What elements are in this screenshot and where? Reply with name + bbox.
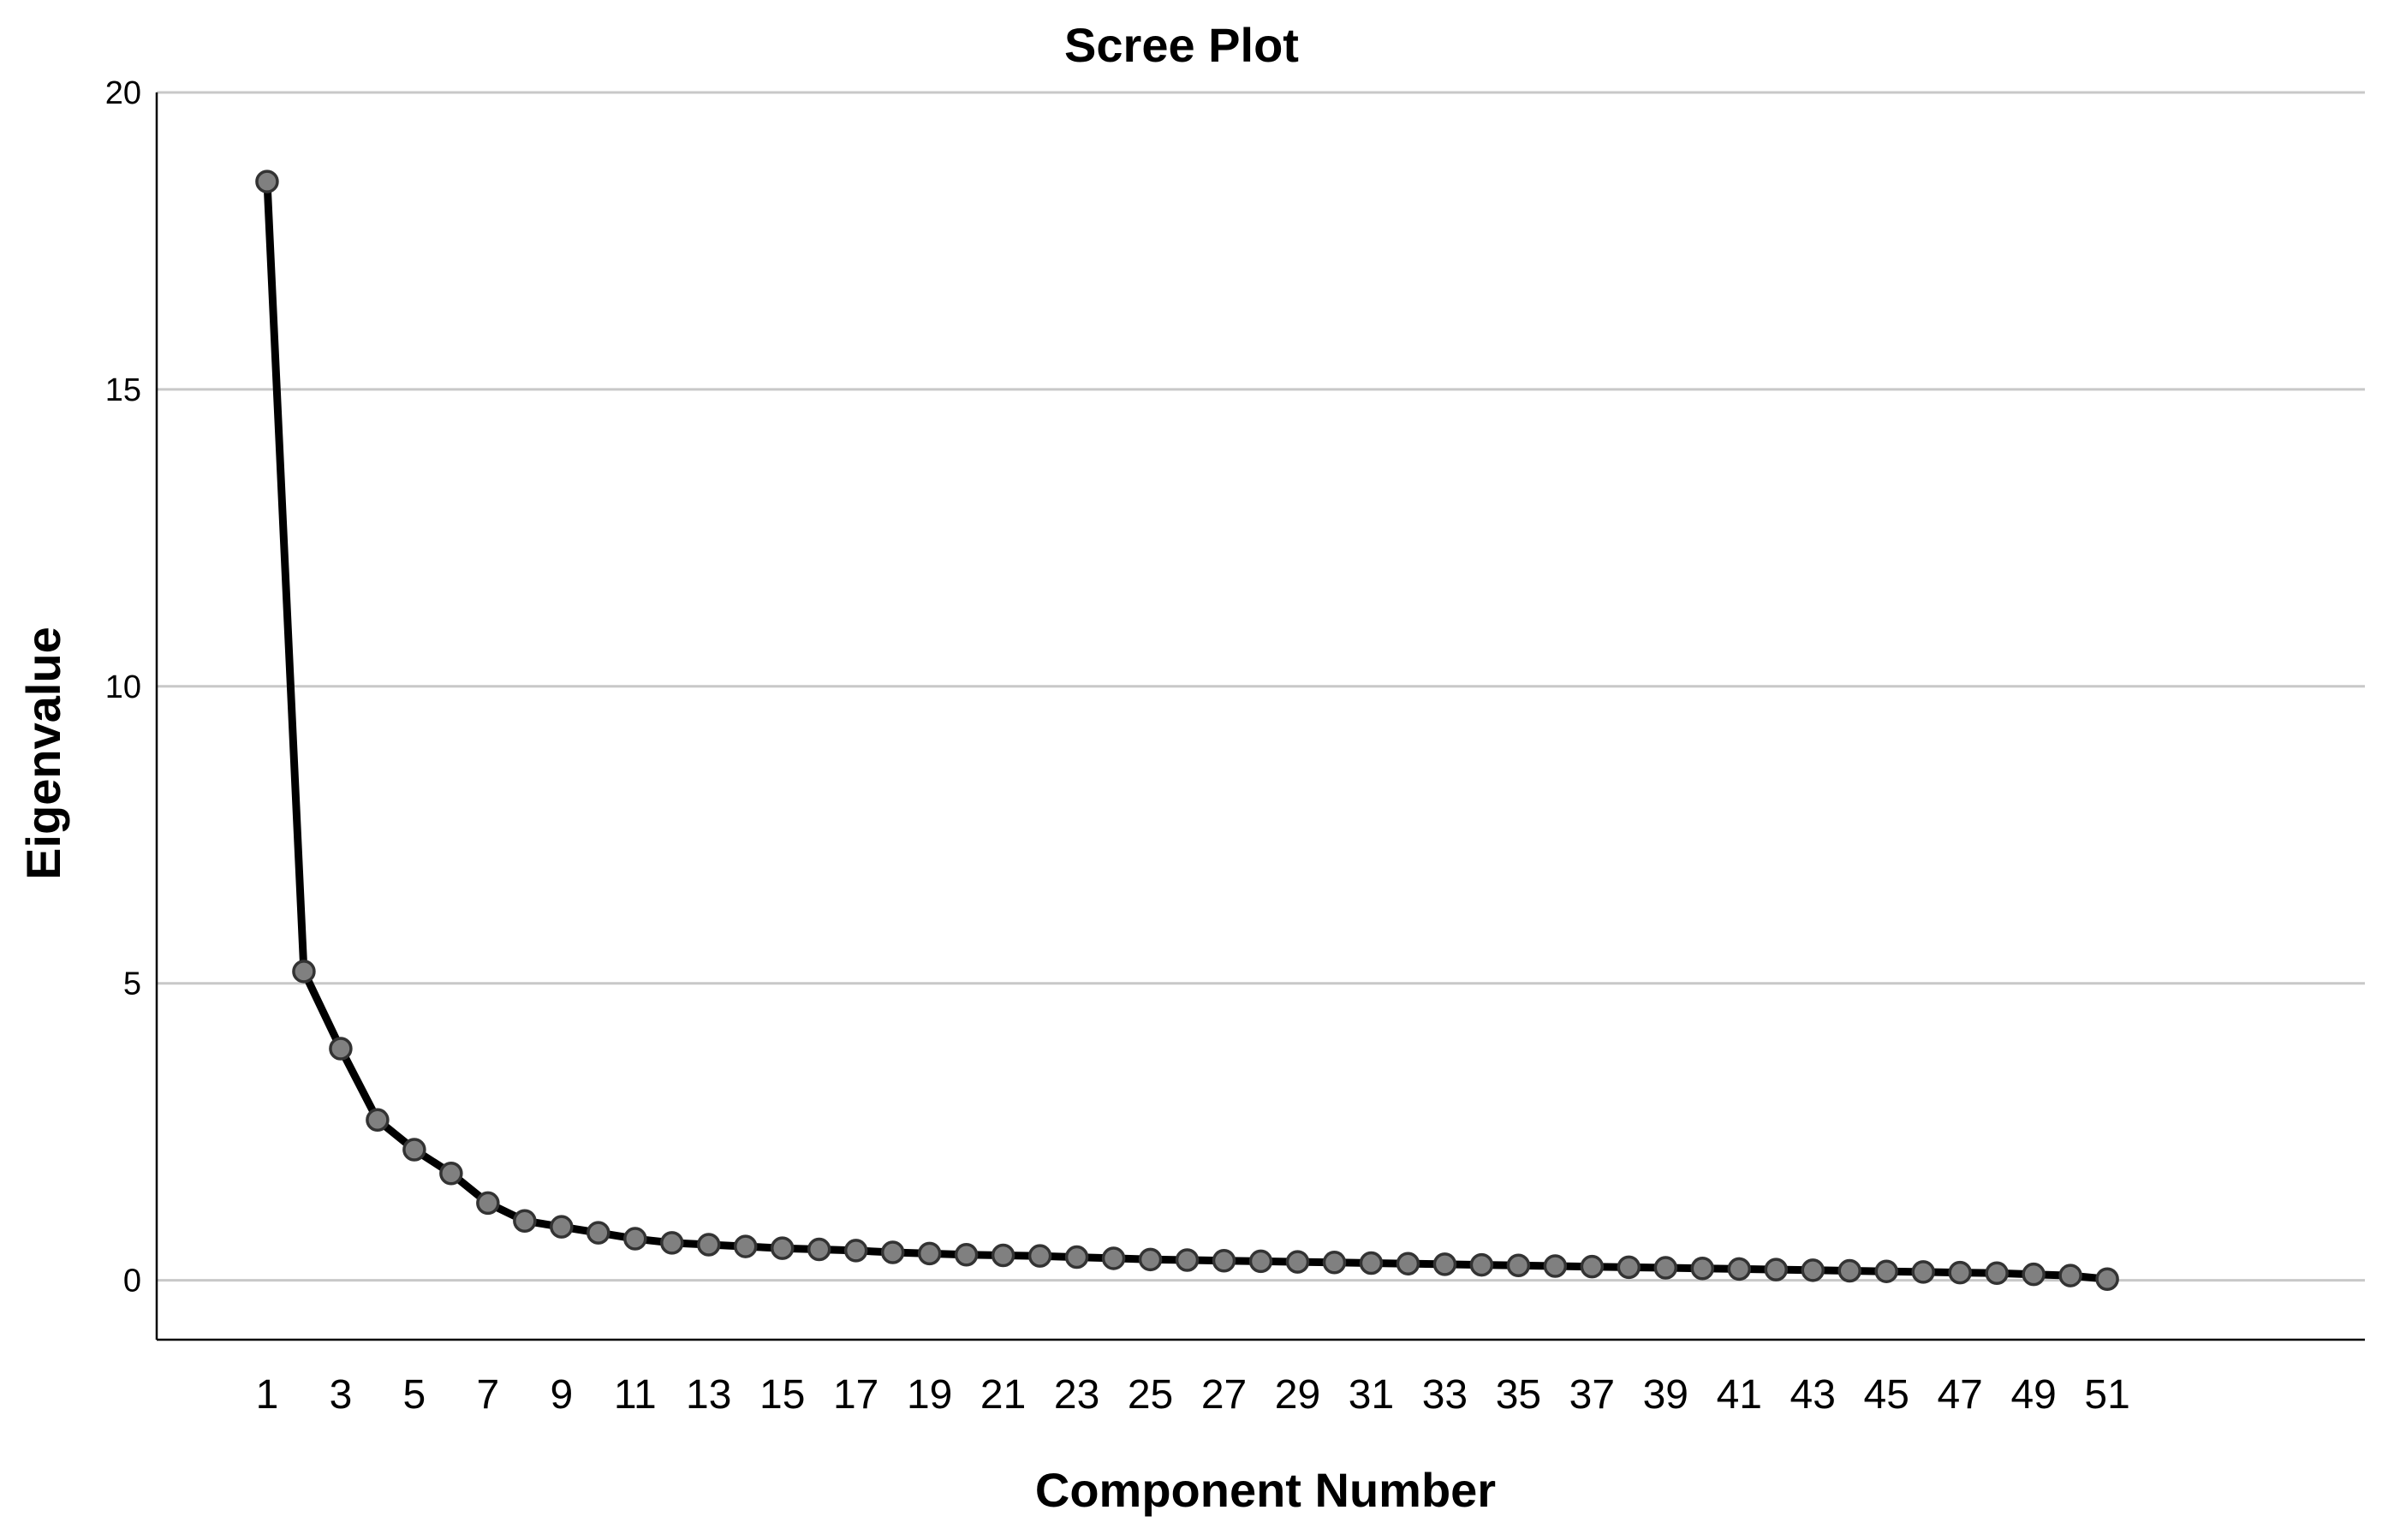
data-point-8 [513,1209,537,1233]
x-tick-label-29: 29 [1275,1372,1320,1418]
data-point-29 [1285,1250,1310,1274]
x-tick-label-13: 13 [686,1372,731,1418]
x-tick-label-37: 37 [1569,1372,1615,1418]
y-tick-label-0: 0 [123,1264,141,1299]
data-point-41 [1727,1257,1752,1281]
data-point-46 [1911,1260,1935,1284]
x-tick-label-45: 45 [1864,1372,1909,1418]
data-point-39 [1653,1256,1678,1280]
data-point-10 [587,1221,610,1245]
data-point-27 [1212,1248,1236,1273]
x-tick-label-43: 43 [1790,1372,1836,1418]
data-point-48 [1985,1261,2009,1286]
chart-title: Scree Plot [1064,18,1299,72]
y-axis-label: Eigenvalue [16,627,70,880]
y-tick-label-10: 10 [105,669,141,705]
y-tick-label-5: 5 [123,966,141,1002]
data-point-37 [1580,1254,1605,1279]
x-tick-label-9: 9 [550,1372,573,1418]
data-point-47 [1948,1260,1972,1285]
data-point-5 [402,1138,426,1162]
data-point-9 [550,1215,574,1239]
data-point-2 [292,960,316,984]
data-point-15 [770,1236,795,1260]
y-tick-labels: 0 5 10 15 20 [105,75,141,1299]
x-tick-label-25: 25 [1128,1372,1173,1418]
y-tick-label-15: 15 [105,372,141,408]
x-tick-label-5: 5 [403,1372,426,1418]
series-line-0 [263,177,2111,1283]
data-point-36 [1543,1254,1568,1278]
data-point-3 [329,1037,353,1061]
x-tick-label-1: 1 [256,1372,279,1418]
data-point-18 [880,1240,905,1264]
data-point-14 [733,1234,758,1258]
data-point-49 [2022,1262,2046,1287]
data-point-43 [1801,1258,1825,1282]
data-point-45 [1874,1259,1898,1283]
x-tick-label-7: 7 [476,1372,499,1418]
x-tick-label-23: 23 [1054,1372,1099,1418]
x-tick-label-33: 33 [1422,1372,1468,1418]
data-point-13 [697,1233,721,1257]
data-point-21 [991,1243,1015,1268]
data-point-1 [255,169,279,193]
x-tick-label-27: 27 [1201,1372,1247,1418]
x-tick-label-11: 11 [614,1372,657,1418]
series-line-group [263,177,2111,1283]
x-tick-label-3: 3 [330,1372,353,1418]
x-tick-label-19: 19 [907,1372,952,1418]
data-point-16 [807,1237,831,1262]
data-point-35 [1506,1253,1531,1278]
x-tick-label-35: 35 [1496,1372,1541,1418]
gridlines [157,91,2365,1282]
data-point-30 [1322,1251,1347,1275]
x-tick-label-47: 47 [1937,1372,1982,1418]
x-tick-label-17: 17 [833,1372,878,1418]
x-tick-labels: 1 3 5 7 9 11 13 15 17 19 21 23 25 27 29 31 33 35 37 39 41 43 4… [256,1372,2130,1418]
axes [155,92,2365,1341]
x-tick-label-31: 31 [1349,1372,1394,1418]
data-point-6 [439,1161,463,1186]
x-tick-label-49: 49 [2010,1372,2056,1418]
data-point-44 [1837,1258,1861,1283]
data-point-20 [954,1243,979,1267]
data-point-24 [1101,1246,1126,1270]
data-point-26 [1175,1248,1200,1272]
data-point-38 [1617,1255,1641,1280]
x-tick-label-41: 41 [1717,1372,1762,1418]
x-tick-label-39: 39 [1643,1372,1688,1418]
data-point-31 [1359,1251,1384,1275]
data-point-22 [1027,1244,1052,1268]
data-point-11 [623,1227,647,1251]
data-point-4 [366,1108,390,1133]
data-point-23 [1064,1245,1089,1269]
data-point-33 [1432,1252,1457,1276]
data-point-50 [2058,1264,2082,1287]
x-axis-label: Component Number [1035,1463,1496,1517]
data-point-40 [1690,1256,1715,1281]
y-tick-label-20: 20 [105,75,141,111]
data-point-51 [2095,1267,2119,1291]
data-point-17 [843,1239,868,1263]
data-point-42 [1764,1258,1789,1281]
x-tick-label-51: 51 [2084,1372,2129,1418]
data-point-28 [1248,1249,1273,1274]
data-point-34 [1469,1252,1494,1277]
data-point-32 [1396,1252,1420,1275]
data-point-12 [660,1231,684,1255]
data-point-7 [476,1191,500,1216]
data-point-25 [1138,1247,1163,1272]
series-points-group [255,169,2119,1291]
data-point-19 [917,1241,942,1266]
x-tick-label-15: 15 [759,1372,805,1418]
x-tick-label-21: 21 [980,1372,1026,1418]
